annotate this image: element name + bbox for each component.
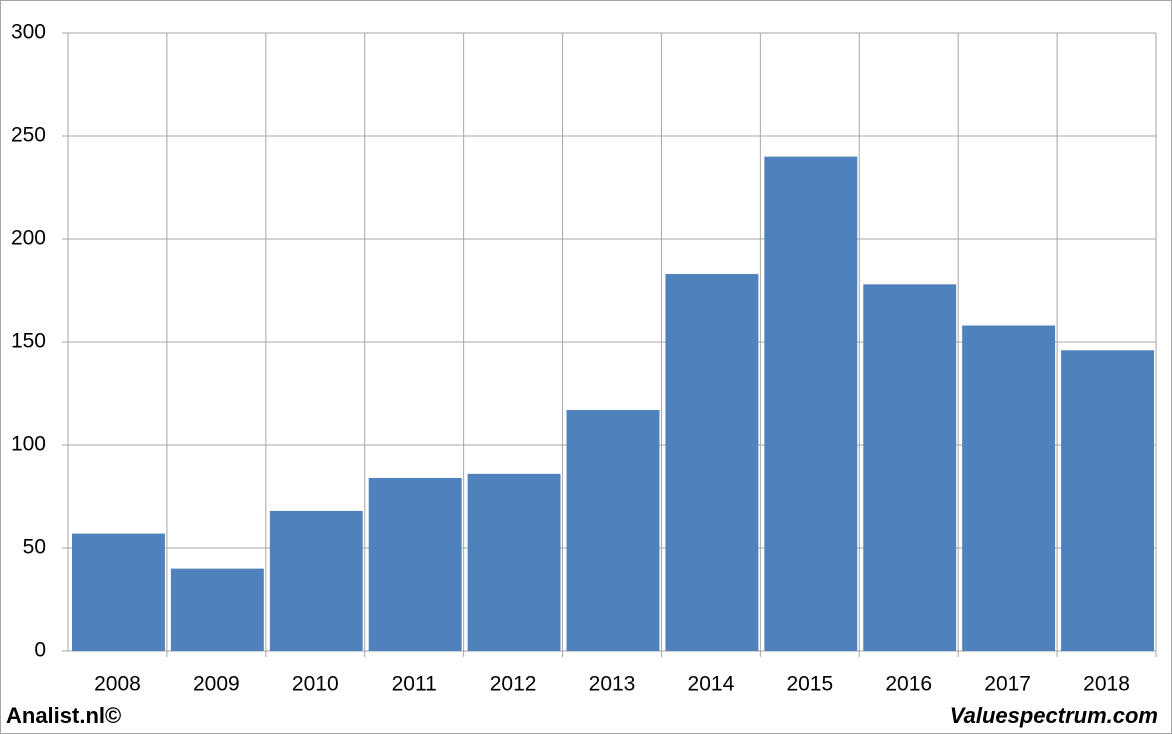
x-tick-label: 2016 — [885, 673, 932, 696]
bar — [72, 533, 165, 651]
bar — [764, 156, 858, 651]
y-tick-label: 250 — [11, 124, 46, 147]
bar — [467, 473, 561, 651]
bar — [665, 274, 759, 651]
bar — [566, 409, 660, 651]
bar — [962, 325, 1056, 651]
bar — [269, 510, 363, 651]
footer-right: Valuespectrum.com — [950, 703, 1158, 728]
y-tick-label: 50 — [23, 536, 46, 559]
bar — [863, 284, 957, 651]
y-tick-label: 300 — [11, 21, 46, 44]
y-tick-label: 100 — [11, 433, 46, 456]
y-tick-label: 200 — [11, 227, 46, 250]
x-tick-label: 2017 — [984, 673, 1031, 696]
x-tick-label: 2011 — [392, 673, 437, 696]
y-tick-label: 150 — [11, 330, 46, 353]
bar — [1061, 350, 1154, 651]
x-tick-label: 2009 — [193, 673, 240, 696]
bar — [368, 477, 462, 651]
y-tick-label: 0 — [34, 639, 46, 662]
footer-left: Analist.nl© — [6, 703, 121, 728]
x-tick-label: 2012 — [490, 673, 537, 696]
x-tick-label: 2018 — [1083, 673, 1130, 696]
x-tick-label: 2008 — [94, 673, 141, 696]
x-tick-label: 2013 — [589, 673, 636, 696]
x-tick-label: 2010 — [292, 673, 339, 696]
bar — [170, 568, 264, 651]
x-tick-label: 2014 — [688, 673, 735, 696]
x-tick-label: 2015 — [786, 673, 833, 696]
